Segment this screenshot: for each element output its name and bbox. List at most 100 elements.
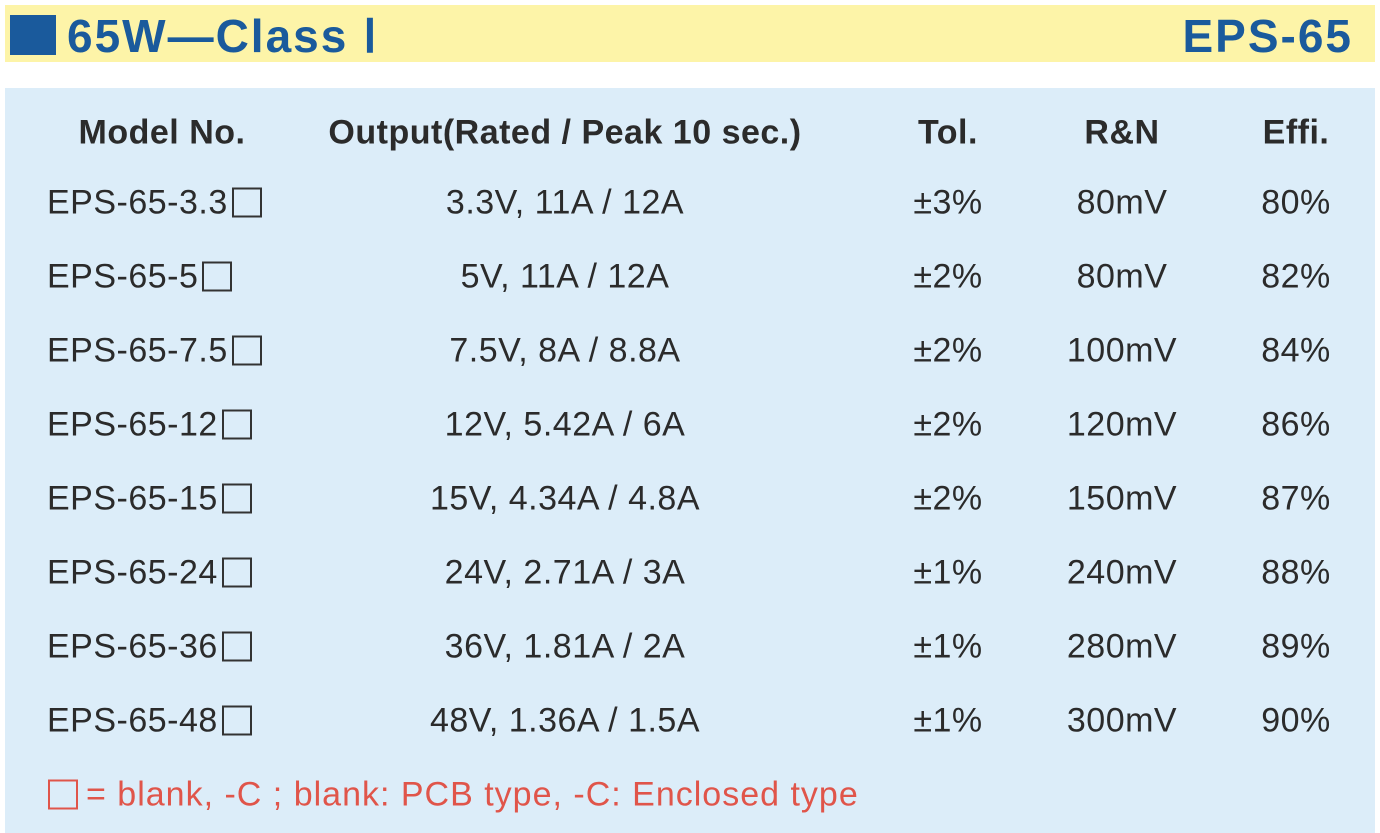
table-cell-text: 88% xyxy=(1261,553,1331,592)
table-cell: EPS-65-24 xyxy=(47,554,252,593)
table-cell: EPS-65-12 xyxy=(47,406,252,445)
table-cell: 240mV xyxy=(1067,554,1177,593)
table-cell: 3.3V, 11A / 12A xyxy=(446,184,684,223)
table-cell: 150mV xyxy=(1067,480,1177,519)
table-cell-text: 120mV xyxy=(1066,405,1178,444)
placeholder-box xyxy=(202,261,233,292)
table-cell: 87% xyxy=(1261,480,1331,519)
table-cell: 84% xyxy=(1261,332,1331,371)
footnote: = blank, -C ; blank: PCB type, -C: Enclo… xyxy=(48,776,859,815)
table-cell-text: 5V, 11A / 12A xyxy=(460,257,670,296)
table-cell: 80% xyxy=(1261,184,1331,223)
table-cell: ±1% xyxy=(913,554,982,593)
table-cell: 80mV xyxy=(1077,258,1168,297)
column-header: Effi. xyxy=(1263,114,1330,153)
table-cell-text: 80mV xyxy=(1076,257,1168,296)
table-cell-text: ±2% xyxy=(913,405,983,444)
table-cell: ±1% xyxy=(913,628,982,667)
footnote-text: = blank, -C ; blank: PCB type, -C: Enclo… xyxy=(86,775,859,814)
table-cell-text: EPS-65-15 xyxy=(47,479,218,518)
column-header: Output(Rated / Peak 10 sec.) xyxy=(328,114,801,153)
column-header: Tol. xyxy=(918,114,978,153)
table-cell-text: ±2% xyxy=(913,479,983,518)
table-cell: 86% xyxy=(1261,406,1331,445)
placeholder-box xyxy=(231,187,262,218)
placeholder-box xyxy=(48,779,78,810)
column-header: Model No. xyxy=(79,114,246,153)
table-cell-text: EPS-65-36 xyxy=(47,627,218,666)
table-cell: 120mV xyxy=(1067,406,1177,445)
table-cell: 24V, 2.71A / 3A xyxy=(445,554,686,593)
table-cell: EPS-65-3.3 xyxy=(47,184,262,223)
table-cell: 82% xyxy=(1261,258,1331,297)
table-cell-text: 3.3V, 11A / 12A xyxy=(445,183,685,222)
table-cell: 280mV xyxy=(1067,628,1177,667)
table-cell-text: ±2% xyxy=(913,257,983,296)
header-bar: 65W—Class Ⅰ EPS-65 xyxy=(5,5,1375,62)
table-cell: EPS-65-48 xyxy=(47,702,252,741)
table-cell-text: ±1% xyxy=(913,553,983,592)
table-cell-text: 80% xyxy=(1261,183,1331,222)
table-cell: EPS-65-5 xyxy=(47,257,233,297)
column-header-text: Effi. xyxy=(1262,113,1330,152)
table-cell-text: EPS-65-12 xyxy=(47,405,218,444)
table-cell: ±2% xyxy=(913,406,982,445)
table-cell: 5V, 11A / 12A xyxy=(461,258,670,297)
table-cell-text: 80mV xyxy=(1076,183,1168,222)
table-cell: ±2% xyxy=(913,332,982,371)
table-cell-text: 24V, 2.71A / 3A xyxy=(444,553,686,592)
table-cell: ±1% xyxy=(913,702,982,741)
table-cell: 15V, 4.34A / 4.8A xyxy=(430,480,700,519)
table-cell-text: 150mV xyxy=(1066,479,1178,518)
table-cell-text: EPS-65-24 xyxy=(47,553,218,592)
table-cell: 90% xyxy=(1261,702,1331,741)
table-cell-text: 87% xyxy=(1261,479,1331,518)
table-cell: 7.5V, 8A / 8.8A xyxy=(449,332,680,371)
table-cell: 88% xyxy=(1261,554,1331,593)
placeholder-box xyxy=(221,631,252,662)
table-cell-text: EPS-65-3.3 xyxy=(47,183,228,222)
table-cell: EPS-65-36 xyxy=(47,628,252,667)
table-cell-text: EPS-65-48 xyxy=(47,701,218,740)
table-cell: 48V, 1.36A / 1.5A xyxy=(430,702,700,741)
table-cell: ±2% xyxy=(913,480,982,519)
table-cell-text: 82% xyxy=(1261,257,1331,296)
table-cell-text: 15V, 4.34A / 4.8A xyxy=(429,479,701,518)
placeholder-box xyxy=(231,335,262,366)
table-cell-text: 84% xyxy=(1261,331,1331,370)
placeholder-box xyxy=(221,705,252,736)
placeholder-box xyxy=(221,557,252,588)
table-cell-text: EPS-65-5 xyxy=(47,257,199,296)
table-cell-text: 89% xyxy=(1261,627,1331,666)
table-cell: 12V, 5.42A / 6A xyxy=(445,406,686,445)
table-cell: 89% xyxy=(1261,628,1331,667)
title: 65W—Class Ⅰ xyxy=(67,10,379,62)
table-cell: 300mV xyxy=(1067,702,1177,741)
column-header: R&N xyxy=(1084,114,1159,153)
column-header-text: Tol. xyxy=(918,113,978,152)
table-cell: EPS-65-15 xyxy=(47,480,252,519)
placeholder-box xyxy=(221,409,252,440)
table-cell-text: 36V, 1.81A / 2A xyxy=(444,627,686,666)
table-cell-text: ±3% xyxy=(913,183,983,222)
placeholder-box xyxy=(221,483,252,514)
table-cell-text: 86% xyxy=(1261,405,1331,444)
table-cell: ±2% xyxy=(913,258,982,297)
table-cell-text: 280mV xyxy=(1066,627,1178,666)
table-cell-text: 90% xyxy=(1261,701,1331,740)
table-cell-text: 240mV xyxy=(1066,553,1178,592)
table-cell: 36V, 1.81A / 2A xyxy=(445,628,686,667)
table-cell-text: 12V, 5.42A / 6A xyxy=(444,405,686,444)
table-cell: 100mV xyxy=(1067,332,1177,371)
column-header-text: R&N xyxy=(1084,113,1160,152)
table-cell-text: EPS-65-7.5 xyxy=(47,331,228,370)
table-cell: ±3% xyxy=(913,184,982,223)
table-cell-text: ±2% xyxy=(913,331,983,370)
table-cell: 80mV xyxy=(1077,184,1168,223)
table-cell-text: 48V, 1.36A / 1.5A xyxy=(429,701,701,740)
series-name: EPS-65 xyxy=(1182,10,1353,62)
column-header-text: Output(Rated / Peak 10 sec.) xyxy=(328,113,802,152)
table-cell-text: 300mV xyxy=(1066,701,1178,740)
table-cell-text: ±1% xyxy=(913,701,983,740)
